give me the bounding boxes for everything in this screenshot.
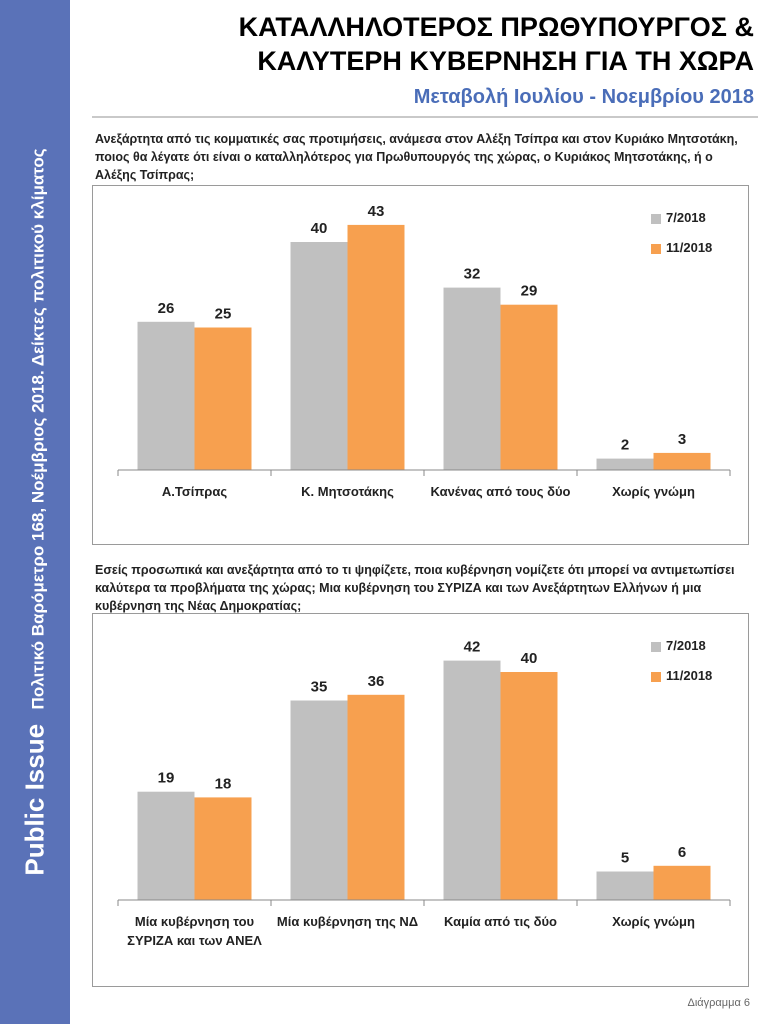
data-label: 19 [158, 770, 175, 787]
legend-swatch [651, 642, 661, 652]
legend-label: 7/2018 [666, 210, 706, 225]
legend-swatch [651, 672, 661, 682]
category-label: Α.Τσίπρας [161, 484, 228, 499]
data-label: 25 [215, 306, 232, 323]
bar-11-2018-3 [653, 865, 711, 900]
page-title-line-1: ΚΑΤΑΛΛΗΛΟΤΕΡΟΣ ΠΡΩΘΥΠΟΥΡΓΟΣ & [238, 12, 754, 42]
bar-11-2018-2 [500, 672, 558, 900]
brand-name: Public Issue [19, 723, 50, 876]
legend-label: 11/2018 [666, 240, 713, 255]
category-label: Κ. Μητσοτάκης [301, 484, 394, 499]
legend-swatch [651, 244, 661, 254]
bar-11-2018-3 [653, 452, 711, 470]
data-label: 32 [464, 266, 481, 283]
category-label: Κανένας από τους δύο [430, 484, 571, 499]
legend-label: 7/2018 [666, 638, 706, 653]
figure-number: Διάγραμμα 6 [687, 997, 750, 1009]
question-2: Εσείς προσωπικά και ανεξάρτητα από το τι… [95, 563, 735, 613]
header-divider [92, 116, 758, 118]
bar-11-2018-1 [347, 694, 405, 900]
bar-11-2018-1 [347, 224, 405, 470]
data-label: 5 [621, 850, 629, 867]
page-subtitle: Μεταβολή Ιουλίου - Νοεμβρίου 2018 [413, 86, 754, 108]
data-label: 26 [158, 300, 175, 317]
category-label: Χωρίς γνώμη [612, 484, 695, 499]
chart-best-pm: 26 25 40 43 32 29 2 3 Α.Τσίπρας Κ. Μητσοτάκης Κανέ… [92, 185, 749, 545]
data-label: 40 [521, 650, 538, 667]
data-label: 43 [368, 203, 385, 220]
category-label: Καμία από τις δύο [444, 914, 557, 929]
bar-11-2018-0 [194, 327, 252, 470]
category-label: Μία κυβέρνηση της ΝΔ [276, 914, 419, 929]
page-title: ΚΑΤΑΛΛΗΛΟΤΕΡΟΣ ΠΡΩΘΥΠΟΥΡΓΟΣ & ΚΑΛΥΤΕΡΗ Κ… [239, 10, 754, 78]
data-label: 29 [521, 283, 538, 300]
page-title-line-2: ΚΑΛΥΤΕΡΗ ΚΥΒΕΡΝΗΣΗ ΓΙΑ ΤΗ ΧΩΡΑ [257, 46, 754, 76]
chart-plot: 26 25 40 43 32 29 2 3 [117, 203, 731, 476]
data-label: 18 [215, 775, 232, 792]
bar-11-2018-0 [194, 797, 252, 900]
bar-7-2018-2 [443, 660, 501, 900]
legend-label: 11/2018 [666, 668, 713, 683]
bar-7-2018-1 [290, 700, 348, 900]
category-label: Μία κυβέρνηση του ΣΥΡΙΖΑ και των ΑΝΕΛ [127, 914, 262, 948]
chart-best-government: 19 18 35 36 42 40 5 6 Μία κυβέρνηση του ΣΥΡΙΖΑ κ… [92, 613, 749, 987]
data-label: 36 [368, 673, 385, 690]
question-1: Ανεξάρτητα από τις κομματικές σας προτιμ… [95, 132, 738, 182]
sidebar: Public Issue Πολιτικό Βαρόμετρο 168, Νοέ… [0, 0, 70, 1024]
bar-11-2018-2 [500, 304, 558, 470]
data-label: 6 [678, 844, 686, 861]
data-label: 42 [464, 639, 481, 656]
bar-7-2018-2 [443, 287, 501, 470]
bar-7-2018-3 [596, 458, 654, 470]
data-label: 40 [311, 220, 328, 237]
data-label: 35 [311, 679, 328, 696]
bar-7-2018-0 [137, 791, 195, 900]
bar-7-2018-1 [290, 242, 348, 470]
legend-swatch [651, 214, 661, 224]
bar-7-2018-3 [596, 871, 654, 900]
chart-plot: 19 18 35 36 42 40 5 6 [117, 639, 731, 906]
category-label: Χωρίς γνώμη [612, 914, 695, 929]
data-label: 2 [621, 437, 629, 454]
data-label: 3 [678, 431, 686, 448]
sidebar-subtitle: Πολιτικό Βαρόμετρο 168, Νοέμβριος 2018. … [28, 148, 48, 710]
sidebar-caption: Public Issue Πολιτικό Βαρόμετρο 168, Νοέ… [20, 148, 51, 875]
bar-7-2018-0 [137, 321, 195, 470]
